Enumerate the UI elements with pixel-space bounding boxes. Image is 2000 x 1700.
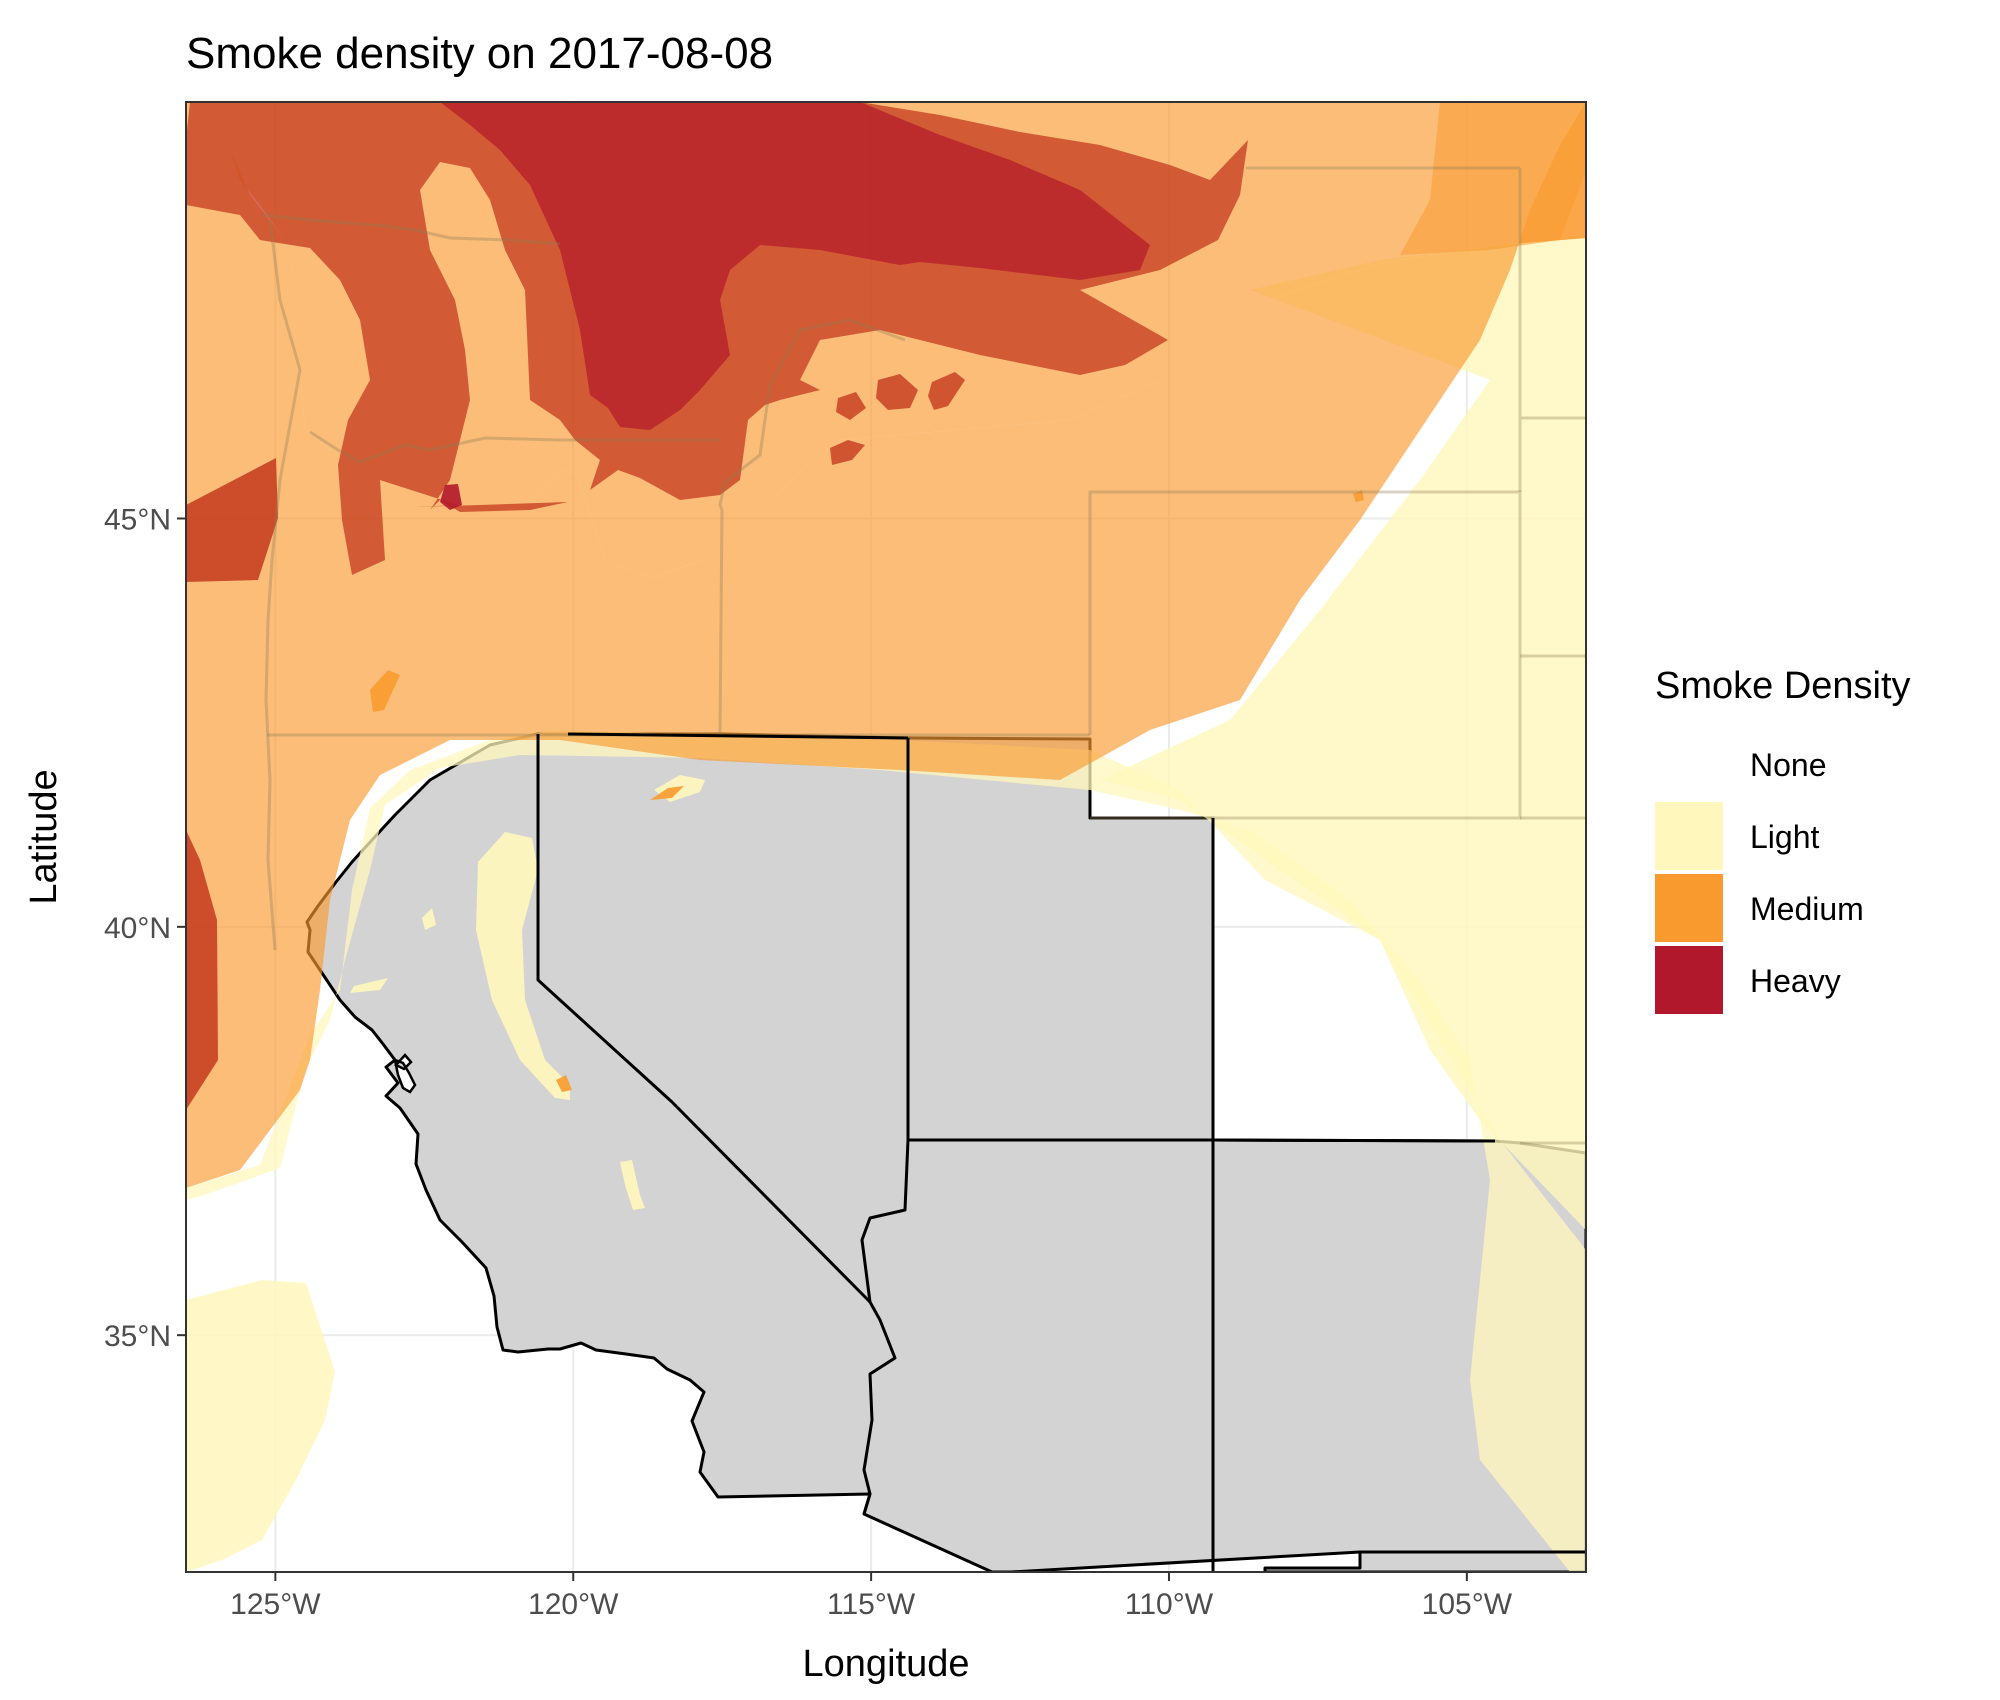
smoke-medium-patch-4 <box>1353 490 1364 502</box>
legend-key-none <box>1655 730 1723 798</box>
y-axis-title: Latitude <box>23 769 65 904</box>
x-tick-label: 120°W <box>528 1588 619 1621</box>
y-tick-label: 45°N <box>104 504 171 537</box>
smoke-heavy-sw <box>186 830 218 1110</box>
smoke-heavy-patch-2 <box>836 392 866 420</box>
smoke-medium-patch-1 <box>370 670 400 712</box>
x-tick-label: 115°W <box>827 1588 916 1621</box>
y-axis-ticks: 35°N 40°N 45°N <box>104 504 186 1353</box>
legend-key-medium <box>1655 874 1723 942</box>
smoke-medium-patch-3 <box>556 1075 572 1092</box>
smoke-heavy-patch-1 <box>440 484 462 510</box>
smoke-heavy-patch-3 <box>876 374 918 410</box>
smoke-heavy-core <box>440 102 1150 430</box>
smoke-light-patch-4 <box>422 908 436 930</box>
x-tick-label: 105°W <box>1422 1588 1513 1621</box>
y-tick-label: 40°N <box>104 912 171 945</box>
plot-border <box>185 101 1587 1573</box>
legend-key-heavy <box>1655 946 1723 1014</box>
legend-label-light: Light <box>1750 819 1820 855</box>
smoke-light-patch-1 <box>350 978 388 993</box>
smoke-heavy-patch-5 <box>830 440 865 465</box>
x-axis-ticks: 125°W 120°W 115°W 110°W 105°W <box>230 1572 1513 1621</box>
map-layer <box>186 102 1586 1572</box>
legend-label-medium: Medium <box>1750 891 1864 927</box>
smoke-light-offshore <box>186 1280 335 1572</box>
y-tick-label: 35°N <box>104 1320 171 1353</box>
smoke-heavy-patch-4 <box>928 372 965 410</box>
state-borders <box>536 732 1586 1572</box>
legend-key-light <box>1655 802 1723 870</box>
smoke-medium-patch-2 <box>650 786 684 800</box>
x-tick-label: 125°W <box>230 1588 321 1621</box>
legend-label-none: None <box>1750 747 1827 783</box>
chart-title: Smoke density on 2017-08-08 <box>186 29 773 78</box>
smoke-light-patch-2 <box>620 1160 645 1210</box>
legend-title: Smoke Density <box>1655 665 1911 707</box>
sf-bay <box>393 1053 417 1094</box>
legend-label-heavy: Heavy <box>1750 963 1841 999</box>
x-tick-label: 110°W <box>1125 1588 1214 1621</box>
smoke-light-valley <box>476 832 570 1100</box>
legend: Smoke Density None Light Medium Heavy <box>1655 665 1911 1014</box>
x-axis-title: Longitude <box>803 1643 970 1685</box>
smoke-heavy-west <box>186 458 278 582</box>
smoke-medium-south <box>186 102 1586 1188</box>
smoke-light-east <box>1100 235 1586 1230</box>
smoke-medium-ne <box>1400 102 1586 255</box>
